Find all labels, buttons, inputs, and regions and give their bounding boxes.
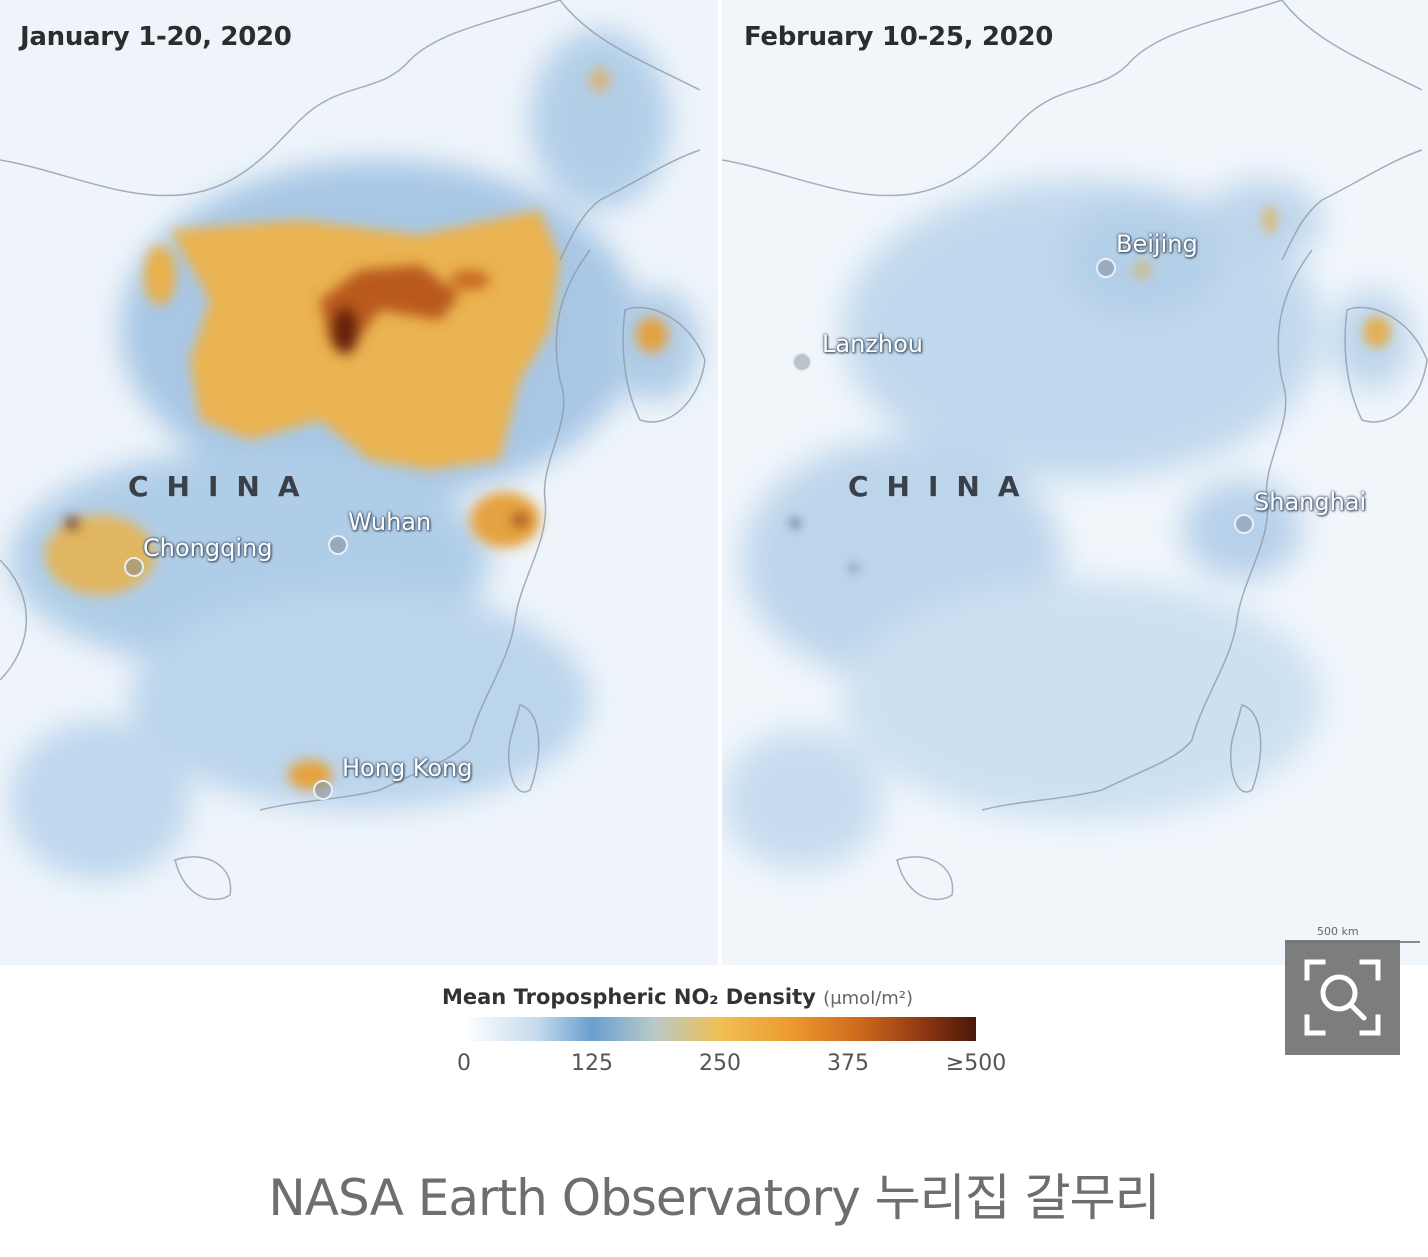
panel-title-february: February 10-25, 2020 <box>744 22 1054 52</box>
city-marker-beijing <box>1096 258 1116 278</box>
map-panel-february: February 10-25, 2020 CHINA Beijing Lanzh… <box>722 0 1428 965</box>
country-label-china: CHINA <box>848 470 1038 503</box>
scale-bar-label: 500 km <box>1317 925 1359 938</box>
legend-tick-250: 250 <box>699 1051 741 1076</box>
city-marker-lanzhou <box>792 352 812 372</box>
map-panel-january: January 1-20, 2020 CHINA Chongqing Wuhan… <box>0 0 718 965</box>
legend-unit: (μmol/m²) <box>823 988 914 1009</box>
zoom-search-icon <box>1304 959 1381 1036</box>
legend-title: Mean Tropospheric NO₂ Density (μmol/m²) <box>442 985 913 1009</box>
city-label-shanghai: Shanghai <box>1254 488 1367 516</box>
zoom-button[interactable] <box>1285 940 1400 1055</box>
city-marker-chongqing <box>124 557 144 577</box>
city-label-hong-kong: Hong Kong <box>342 754 473 782</box>
city-marker-hong-kong <box>313 780 333 800</box>
country-label-china: CHINA <box>128 470 318 503</box>
image-caption: NASA Earth Observatory 누리집 갈무리 <box>268 1169 1160 1227</box>
no2-map-february <box>722 0 1428 965</box>
city-label-wuhan: Wuhan <box>348 508 432 536</box>
legend-tick-125: 125 <box>571 1051 613 1076</box>
legend-color-ramp <box>464 1017 976 1041</box>
city-label-beijing: Beijing <box>1116 230 1198 258</box>
panel-divider <box>718 0 722 965</box>
panel-title-january: January 1-20, 2020 <box>20 22 292 52</box>
legend-title-text: Mean Tropospheric NO₂ Density <box>442 985 816 1009</box>
no2-density-legend: Mean Tropospheric NO₂ Density (μmol/m²) … <box>430 975 1030 1085</box>
legend-tick-500: ≥500 <box>945 1051 1007 1076</box>
no2-map-january <box>0 0 718 965</box>
city-label-chongqing: Chongqing <box>143 534 273 562</box>
legend-tick-375: 375 <box>827 1051 869 1076</box>
city-marker-shanghai <box>1234 514 1254 534</box>
city-marker-wuhan <box>328 535 348 555</box>
city-label-lanzhou: Lanzhou <box>822 330 923 358</box>
legend-tick-0: 0 <box>457 1051 471 1076</box>
